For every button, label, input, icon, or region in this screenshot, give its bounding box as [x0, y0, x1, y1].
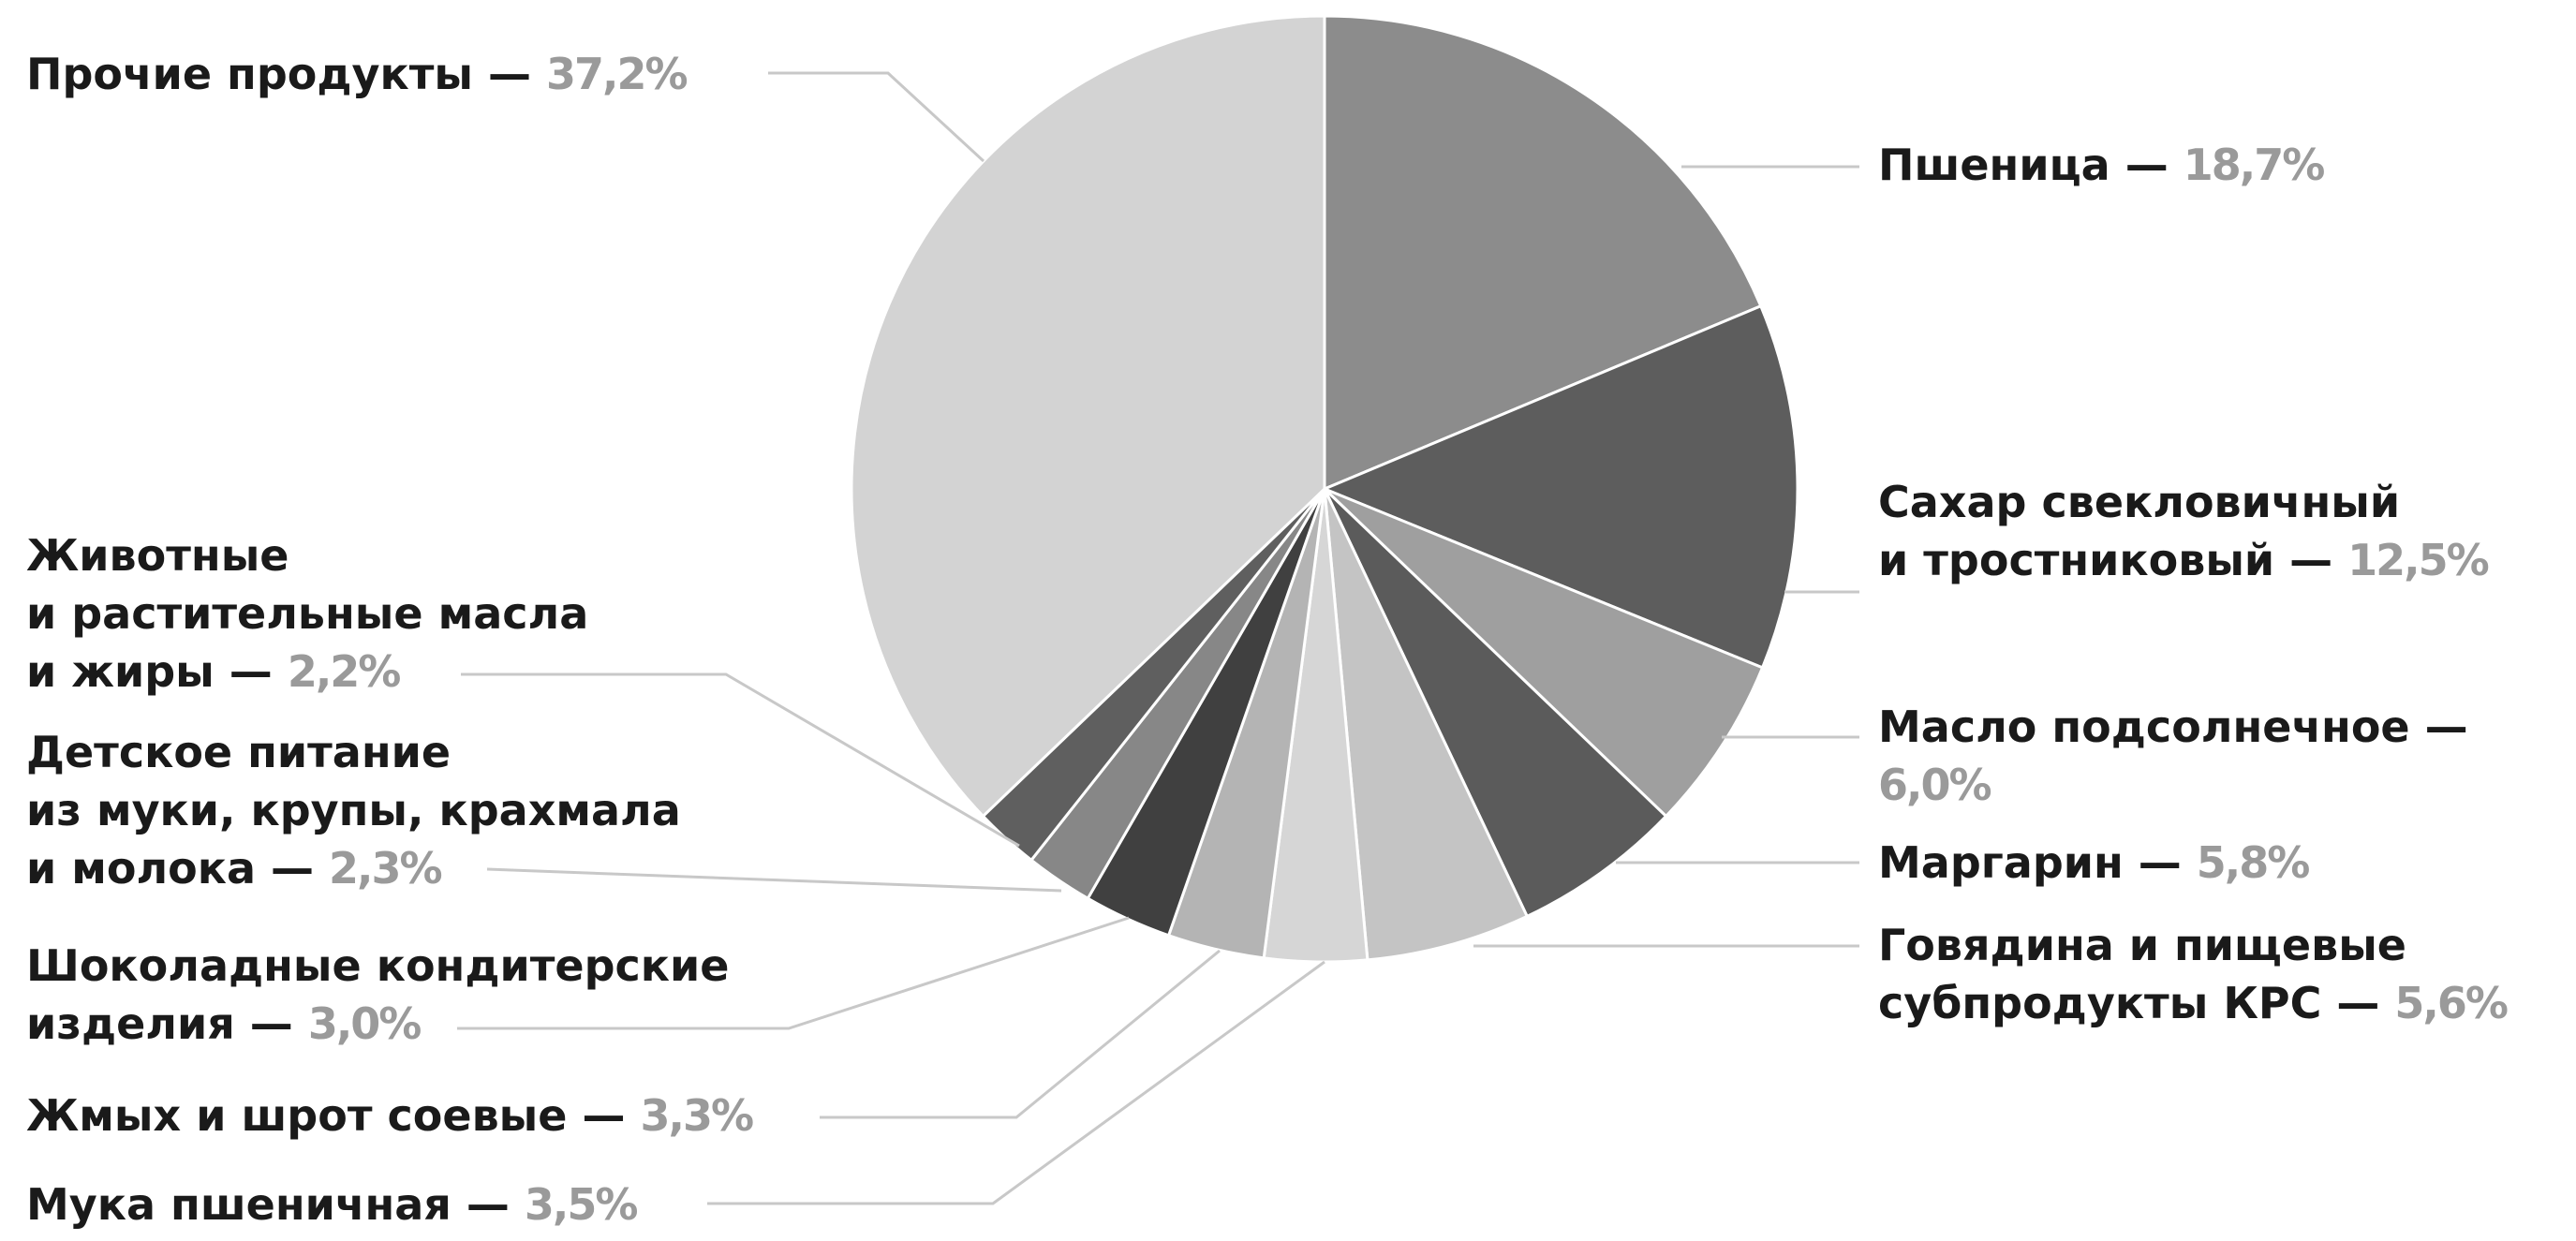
- label-other-percent: 37,2%: [546, 49, 688, 99]
- label-beef-line2: субпродукты КРС —: [1878, 978, 2380, 1028]
- leader-line-soy: [820, 949, 1221, 1119]
- label-baby: Детское питание из муки, крупы, крахмала…: [26, 723, 681, 897]
- label-soy: Жмых и шрот соевые — 3,3%: [26, 1086, 755, 1145]
- pie-slices: [850, 14, 1799, 964]
- label-sunoil-text: Масло подсолнечное —: [1878, 702, 2468, 752]
- label-sunoil: Масло подсолнечное — 6,0%: [1878, 698, 2468, 814]
- label-baby-line3: и молока —: [26, 843, 315, 894]
- label-sugar-percent: 12,5%: [2347, 535, 2490, 585]
- pie-slice-10: [850, 14, 1326, 818]
- label-flour: Мука пшеничная — 3,5%: [26, 1175, 639, 1234]
- label-sugar-line1: Сахар свекловичный: [1878, 477, 2401, 527]
- label-fats-line1: Животные: [26, 530, 289, 581]
- leader-lines: [457, 71, 1859, 1205]
- pie-slice-2: [1323, 487, 1765, 818]
- leader-line-fats: [461, 672, 1020, 848]
- label-wheat-percent: 18,7%: [2183, 140, 2326, 190]
- pie-slice-4: [1323, 487, 1529, 962]
- label-choco: Шоколадные кондитерские изделия — 3,0%: [26, 937, 729, 1053]
- pie-slice-0: [1323, 14, 1763, 491]
- label-fats-line2: и растительные масла: [26, 588, 589, 639]
- label-other: Прочие продукты — 37,2%: [26, 45, 688, 103]
- label-beef-line1: Говядина и пищевые: [1878, 920, 2406, 970]
- label-soy-text: Жмых и шрот соевые —: [26, 1090, 626, 1141]
- label-margarine: Маргарин — 5,8%: [1878, 834, 2311, 892]
- label-fats: Животные и растительные масла и жиры — 2…: [26, 526, 588, 701]
- label-choco-line1: Шоколадные кондитерские: [26, 940, 730, 991]
- label-baby-percent: 2,3%: [329, 843, 443, 894]
- leader-line-other: [768, 71, 985, 163]
- label-wheat: Пшеница — 18,7%: [1878, 136, 2326, 194]
- pie-slice-1: [1323, 304, 1799, 670]
- label-sugar-line2: и тростниковый —: [1878, 535, 2333, 585]
- label-baby-line1: Детское питание: [26, 727, 452, 777]
- label-choco-percent: 3,0%: [307, 998, 422, 1049]
- leader-line-baby: [486, 867, 1062, 893]
- label-beef: Говядина и пищевые субпродукты КРС — 5,6…: [1878, 916, 2509, 1032]
- label-sunoil-percent: 6,0%: [1878, 760, 1992, 810]
- label-margarine-text: Маргарин —: [1878, 837, 2182, 888]
- label-soy-percent: 3,3%: [640, 1090, 755, 1141]
- label-choco-line2: изделия —: [26, 998, 293, 1049]
- label-other-text: Прочие продукты —: [26, 49, 531, 99]
- label-margarine-percent: 5,8%: [2196, 837, 2311, 888]
- label-beef-percent: 5,6%: [2394, 978, 2509, 1028]
- label-fats-percent: 2,2%: [287, 646, 402, 697]
- label-flour-text: Мука пшеничная —: [26, 1179, 510, 1230]
- label-fats-line3: и жиры —: [26, 646, 273, 697]
- leader-line-choco: [457, 916, 1130, 1030]
- label-wheat-text: Пшеница —: [1878, 140, 2169, 190]
- label-sugar: Сахар свекловичный и тростниковый — 12,5…: [1878, 473, 2490, 589]
- leader-line-flour: [707, 960, 1325, 1205]
- pie-slice-3: [1323, 487, 1668, 918]
- label-baby-line2: из муки, крупы, крахмала: [26, 785, 681, 835]
- label-flour-percent: 3,5%: [524, 1179, 639, 1230]
